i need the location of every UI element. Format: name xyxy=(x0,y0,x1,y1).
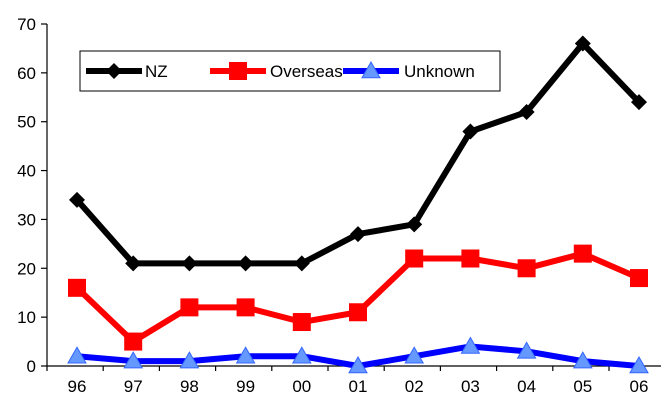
data-point-unknown xyxy=(572,351,593,369)
series-unknown xyxy=(67,336,649,374)
data-point-nz xyxy=(406,216,423,233)
legend-marker xyxy=(361,60,381,79)
data-point-nz xyxy=(518,103,535,120)
data-point-nz xyxy=(574,35,591,52)
data-point-nz xyxy=(293,255,310,272)
series-overseas xyxy=(68,244,648,351)
data-point-nz xyxy=(462,123,479,140)
y-tick-label: 30 xyxy=(17,210,36,229)
series-nz xyxy=(69,35,647,272)
x-tick-label: 05 xyxy=(573,377,592,396)
data-point-overseas xyxy=(630,269,648,288)
y-tick-label: 50 xyxy=(17,113,36,132)
x-tick-label: 98 xyxy=(180,377,199,396)
data-point-overseas xyxy=(461,249,480,268)
data-point-nz xyxy=(181,255,198,272)
data-point-unknown xyxy=(460,336,481,354)
data-point-overseas xyxy=(68,278,86,297)
data-point-unknown xyxy=(67,346,87,364)
x-tick-label: 99 xyxy=(236,377,255,396)
data-point-overseas xyxy=(405,249,424,268)
y-tick-label: 20 xyxy=(17,259,36,278)
data-point-unknown xyxy=(404,346,425,364)
data-point-nz xyxy=(125,255,142,272)
data-point-overseas xyxy=(180,298,199,317)
legend: NZ Overseas Unknown xyxy=(79,50,501,92)
x-tick-label: 02 xyxy=(405,377,424,396)
data-point-nz xyxy=(350,226,366,243)
x-tick-label: 00 xyxy=(292,377,311,396)
series-group xyxy=(67,35,649,374)
data-point-unknown xyxy=(348,355,368,374)
y-tick-label: 40 xyxy=(17,162,36,181)
y-tick-label: 70 xyxy=(17,15,36,34)
data-point-nz xyxy=(631,94,647,111)
data-point-overseas xyxy=(124,332,143,351)
series-line-overseas xyxy=(74,250,641,345)
data-point-unknown xyxy=(291,346,312,364)
data-point-overseas xyxy=(292,313,311,332)
data-point-overseas xyxy=(349,303,367,322)
legend-item-overseas: Overseas xyxy=(210,62,343,81)
legend-marker xyxy=(229,62,247,80)
x-tick-label: 04 xyxy=(517,377,536,396)
y-tick-label: 60 xyxy=(17,64,36,83)
legend-item-unknown: Unknown xyxy=(343,60,475,81)
data-point-unknown xyxy=(235,346,256,364)
data-point-unknown xyxy=(629,355,649,374)
x-tick-label: 06 xyxy=(630,377,649,396)
x-tick-label: 01 xyxy=(349,377,368,396)
x-axis-ticks: 96 97 98 99 00 01 02 03 04 05 06 xyxy=(46,366,649,396)
data-point-overseas xyxy=(517,259,536,278)
data-point-unknown xyxy=(516,341,537,359)
legend-label: Overseas xyxy=(270,62,343,81)
data-point-overseas xyxy=(573,244,592,263)
data-point-unknown xyxy=(179,351,200,369)
legend-marker xyxy=(106,63,122,79)
legend-item-nz: NZ xyxy=(86,62,168,81)
data-point-nz xyxy=(69,191,85,208)
legend-label: NZ xyxy=(145,62,168,81)
data-point-unknown xyxy=(123,351,144,369)
x-tick-label: 97 xyxy=(124,377,143,396)
y-tick-label: 0 xyxy=(27,357,36,376)
x-tick-label: 96 xyxy=(68,377,87,396)
x-tick-label: 03 xyxy=(461,377,480,396)
y-tick-label: 10 xyxy=(17,308,36,327)
y-axis-ticks: 0 10 20 30 40 50 60 70 xyxy=(17,15,47,376)
data-point-overseas xyxy=(236,298,255,317)
data-point-nz xyxy=(237,255,254,272)
legend-label: Unknown xyxy=(404,62,475,81)
legend-box xyxy=(79,50,501,92)
